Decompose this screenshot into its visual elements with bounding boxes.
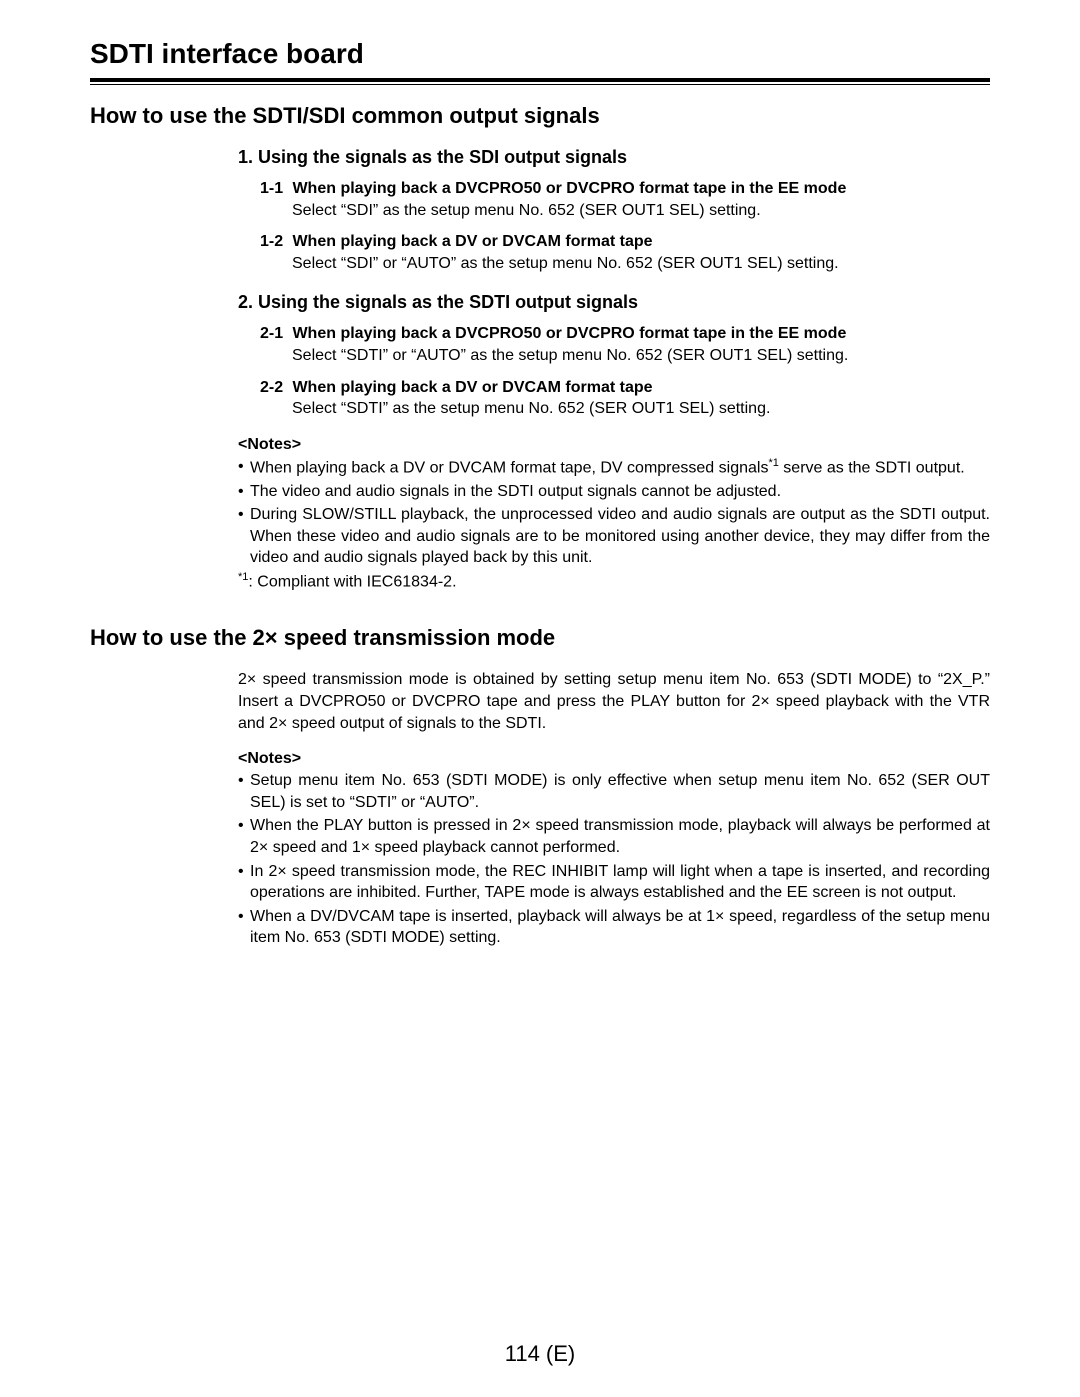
subheading-1-1: 1. Using the signals as the SDI output s… [238,147,990,168]
item-2-1: 2-1 When playing back a DVCPRO50 or DVCP… [260,323,990,366]
section2-paragraph: 2× speed transmission mode is obtained b… [238,669,990,734]
document-title: SDTI interface board [90,38,990,74]
note-text-part: serve as the SDTI output. [779,459,965,476]
item-title: When playing back a DVCPRO50 or DVCPRO f… [292,180,846,197]
page: SDTI interface board How to use the SDTI… [0,0,1080,1397]
note-item: The video and audio signals in the SDTI … [238,481,990,503]
section1-body: 1. Using the signals as the SDI output s… [238,147,990,591]
item-number: 2-1 [260,323,288,345]
footnote-text: : Compliant with IEC61834-2. [248,573,456,590]
rule-heavy [90,78,990,82]
item-body: Select “SDTI” or “AUTO” as the setup men… [292,345,990,367]
footnote: *1: Compliant with IEC61834-2. [238,571,990,591]
footnote-mark: *1 [238,571,248,583]
notes-list-1: When playing back a DV or DVCAM format t… [238,456,990,569]
item-body: Select “SDI” or “AUTO” as the setup menu… [292,253,990,275]
note-item: When the PLAY button is pressed in 2× sp… [238,815,990,858]
item-2-2: 2-2 When playing back a DV or DVCAM form… [260,377,990,420]
page-number: 114 (E) [0,1341,1080,1367]
section-heading-2: How to use the 2× speed transmission mod… [90,625,990,651]
section-heading-1: How to use the SDTI/SDI common output si… [90,103,990,129]
item-number: 1-2 [260,231,288,253]
item-body: Select “SDTI” as the setup menu No. 652 … [292,398,990,420]
item-number: 2-2 [260,377,288,399]
subheading-1-2: 2. Using the signals as the SDTI output … [238,292,990,313]
rule-light [90,84,990,85]
item-body: Select “SDI” as the setup menu No. 652 (… [292,200,990,222]
section2-body: 2× speed transmission mode is obtained b… [238,669,990,949]
note-item: When playing back a DV or DVCAM format t… [238,456,990,479]
notes-heading-1: <Notes> [238,436,990,454]
notes-list-2: Setup menu item No. 653 (SDTI MODE) is o… [238,770,990,949]
item-1-2: 1-2 When playing back a DV or DVCAM form… [260,231,990,274]
note-item: In 2× speed transmission mode, the REC I… [238,861,990,904]
notes-heading-2: <Notes> [238,750,990,768]
note-item: During SLOW/STILL playback, the unproces… [238,504,990,569]
note-item: Setup menu item No. 653 (SDTI MODE) is o… [238,770,990,813]
item-1-1: 1-1 When playing back a DVCPRO50 or DVCP… [260,178,990,221]
note-text-part: When playing back a DV or DVCAM format t… [250,459,768,476]
item-title: When playing back a DV or DVCAM format t… [292,379,652,396]
superscript: *1 [768,457,778,469]
note-item: When a DV/DVCAM tape is inserted, playba… [238,906,990,949]
item-title: When playing back a DVCPRO50 or DVCPRO f… [292,325,846,342]
item-number: 1-1 [260,178,288,200]
item-title: When playing back a DV or DVCAM format t… [292,233,652,250]
